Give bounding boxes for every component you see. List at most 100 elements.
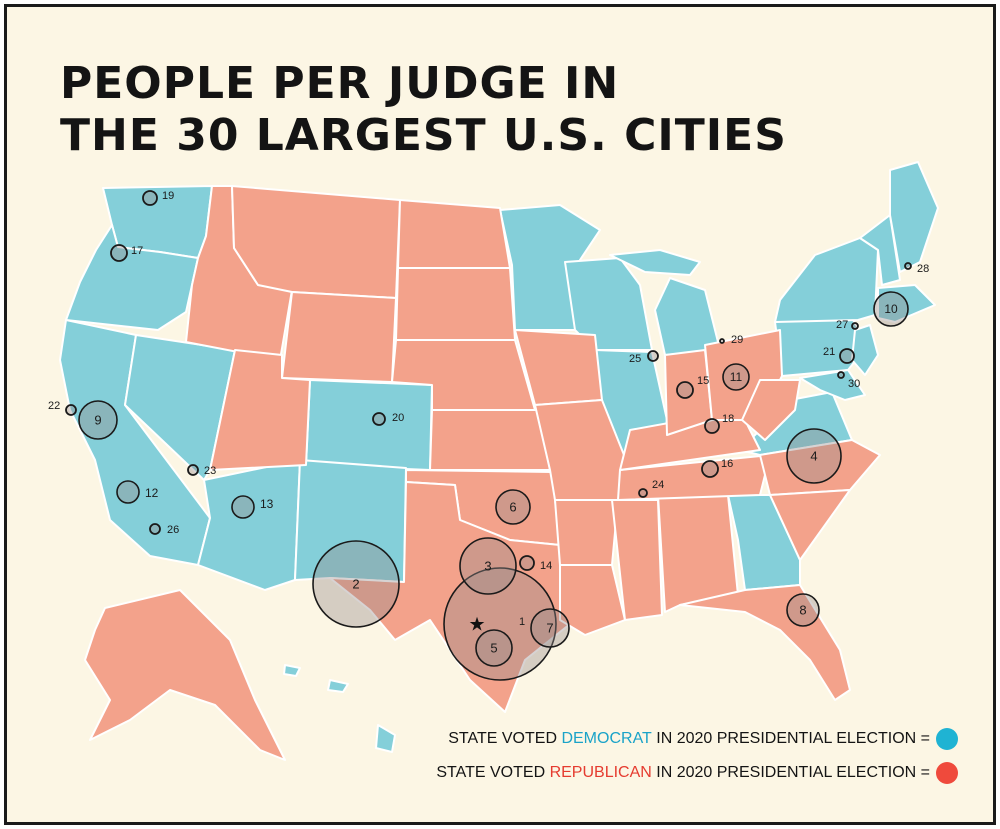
city-rank-label-26: 26 xyxy=(167,524,179,536)
city-bubble-7 xyxy=(530,608,570,648)
city-rank-label-21: 21 xyxy=(823,346,835,358)
city-bubble-24 xyxy=(638,488,648,498)
city-markers: ★ 123456789101112131415161718192021222324… xyxy=(48,190,929,681)
city-marker-5: 5 xyxy=(475,629,513,667)
city-bubble-30 xyxy=(837,371,845,379)
state-texas xyxy=(329,481,576,713)
city-bubble-9 xyxy=(78,400,118,440)
legend-republican-party: REPUBLICAN xyxy=(549,764,652,781)
state-florida xyxy=(679,584,851,701)
city-bubble-20 xyxy=(372,412,386,426)
city-bubble-21 xyxy=(839,348,855,364)
state-michigan-upper xyxy=(609,249,701,276)
city-rank-label-13: 13 xyxy=(260,497,274,511)
state-colorado xyxy=(305,379,433,471)
city-marker-7: 7 xyxy=(530,608,570,648)
city-bubble-12 xyxy=(116,480,140,504)
city-marker-11: 11 xyxy=(722,363,750,391)
city-marker-28: 28 xyxy=(904,262,929,275)
city-rank-label-12: 12 xyxy=(145,486,159,500)
state-louisiana xyxy=(559,564,626,636)
city-bubble-14 xyxy=(519,555,535,571)
city-bubble-15 xyxy=(676,381,694,399)
state-utah xyxy=(209,349,311,471)
city-marker-15: 15 xyxy=(676,375,709,399)
title-line-2: THE 30 LARGEST U.S. CITIES xyxy=(60,110,787,161)
republican-color-dot xyxy=(936,762,958,784)
city-rank-label-25: 25 xyxy=(629,353,641,365)
city-bubble-16 xyxy=(701,460,719,478)
state-vermont-nh xyxy=(859,214,901,286)
city-marker-23: 23 xyxy=(187,464,216,477)
city-bubble-2 xyxy=(312,540,400,628)
city-rank-label-9: 9 xyxy=(94,412,101,427)
city-bubble-4 xyxy=(786,428,842,484)
city-marker-26: 26 xyxy=(149,523,179,536)
city-bubble-8 xyxy=(786,593,820,627)
city-rank-label-2: 2 xyxy=(352,576,359,591)
city-rank-label-17: 17 xyxy=(131,245,143,257)
city-rank-label-10: 10 xyxy=(884,302,898,316)
city-rank-label-30: 30 xyxy=(848,378,860,390)
democrat-color-dot xyxy=(936,728,958,750)
state-south-dakota xyxy=(395,267,516,341)
democrat-states xyxy=(59,161,939,753)
title-line-1: PEOPLE PER JUDGE IN xyxy=(60,58,620,109)
city-marker-8: 8 xyxy=(786,593,820,627)
city-rank-label-6: 6 xyxy=(509,499,516,514)
city-marker-19: 19 xyxy=(142,190,174,206)
state-kansas xyxy=(429,409,551,471)
map-title: PEOPLE PER JUDGE IN THE 30 LARGEST U.S. … xyxy=(60,58,787,162)
state-tennessee xyxy=(617,454,771,501)
state-montana xyxy=(231,185,401,299)
city-marker-2: 2 xyxy=(312,540,400,628)
city-rank-label-29: 29 xyxy=(731,334,743,346)
city-rank-label-14: 14 xyxy=(540,560,552,572)
city-rank-label-24: 24 xyxy=(652,479,664,491)
city-marker-9: 9 xyxy=(78,400,118,440)
city-rank-label-16: 16 xyxy=(721,458,733,470)
city-bubble-18 xyxy=(704,418,720,434)
state-north-dakota xyxy=(397,199,511,269)
city-marker-30: 30 xyxy=(837,371,860,390)
city-rank-label-8: 8 xyxy=(799,602,806,617)
city-marker-20: 20 xyxy=(372,412,404,426)
state-south-carolina xyxy=(769,489,851,561)
state-arizona xyxy=(197,459,301,591)
city-marker-16: 16 xyxy=(701,458,733,478)
city-bubble-25 xyxy=(647,350,659,362)
city-rank-label-3: 3 xyxy=(484,558,491,573)
legend-republican-suffix: IN 2020 PRESIDENTIAL ELECTION = xyxy=(651,764,930,781)
city-marker-27: 27 xyxy=(836,319,859,331)
state-wyoming xyxy=(281,291,397,383)
city-rank-label-7: 7 xyxy=(546,620,553,635)
city-rank-label-18: 18 xyxy=(722,413,734,425)
city-marker-21: 21 xyxy=(823,346,855,364)
city-bubble-3 xyxy=(459,537,517,595)
city-marker-4: 4 xyxy=(786,428,842,484)
city-marker-12: 12 xyxy=(116,480,159,504)
city-marker-10: 10 xyxy=(873,291,909,327)
city-marker-24: 24 xyxy=(638,479,664,498)
city-rank-label-22: 22 xyxy=(48,400,60,412)
city-bubble-19 xyxy=(142,190,158,206)
city-bubble-17 xyxy=(110,244,128,262)
state-west-virginia xyxy=(741,379,801,441)
legend-democrat-party: DEMOCRAT xyxy=(561,730,652,747)
city-bubble-11 xyxy=(722,363,750,391)
city-marker-29: 29 xyxy=(719,334,743,346)
city-marker-18: 18 xyxy=(704,413,734,434)
state-new-jersey xyxy=(851,324,879,376)
city-rank-label-19: 19 xyxy=(162,190,174,202)
city-bubble-1 xyxy=(443,567,557,681)
city-marker-6: 6 xyxy=(495,489,531,525)
city-marker-17: 17 xyxy=(110,244,143,262)
city-rank-label-23: 23 xyxy=(204,465,216,477)
state-new-york xyxy=(774,237,879,323)
city-marker-3: 3 xyxy=(459,537,517,595)
city-bubble-27 xyxy=(851,322,859,330)
city-bubble-22 xyxy=(65,404,77,416)
city-bubble-23 xyxy=(187,464,199,476)
city-marker-14: 14 xyxy=(519,555,552,572)
state-hawaii-east xyxy=(375,724,396,753)
